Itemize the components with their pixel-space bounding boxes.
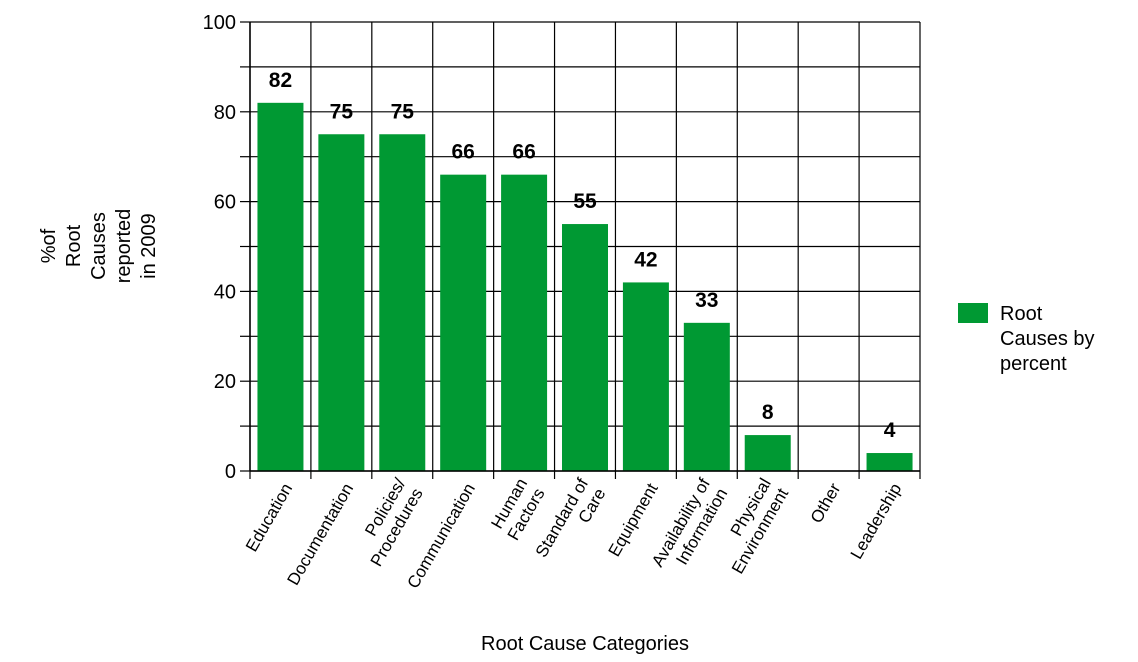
y-tick-label: 20 — [214, 371, 236, 393]
data-label: 75 — [391, 100, 415, 123]
x-tick-label: Documentation — [284, 480, 358, 589]
y-tick-label: 0 — [225, 461, 236, 483]
x-tick-label-line: Education — [242, 480, 296, 555]
bar — [744, 435, 791, 471]
data-label: 82 — [269, 69, 292, 92]
y-axis-title-line: Root — [63, 224, 85, 267]
y-axis-title-line: reported — [113, 209, 135, 284]
legend-label-line: Causes by — [1000, 328, 1095, 350]
data-label: 66 — [512, 141, 535, 164]
y-axis-title: %of Root Causes reported in 2009 — [38, 209, 160, 284]
axes — [240, 21, 921, 479]
legend: Root Causes by percent — [958, 303, 1095, 375]
x-axis-title: Root Cause Categories — [481, 633, 689, 655]
bar — [440, 174, 487, 471]
x-tick-label-line: Equipment — [605, 480, 662, 560]
bars — [257, 102, 913, 471]
bar — [501, 174, 548, 471]
x-tick-label: Education — [242, 480, 296, 555]
data-label: 55 — [573, 190, 597, 213]
data-label: 8 — [762, 401, 774, 424]
bar — [318, 134, 365, 471]
x-tick-label: Equipment — [605, 480, 662, 560]
x-tick-label: HumanFactors — [486, 475, 548, 544]
legend-label: Root Causes by percent — [1000, 303, 1095, 375]
x-tick-label-line: Documentation — [284, 480, 358, 589]
bar — [866, 453, 913, 471]
data-label: 75 — [330, 100, 354, 123]
x-tick-label: Policies/Procedures — [349, 475, 426, 570]
bar — [622, 282, 669, 471]
bar — [257, 102, 304, 471]
y-axis-title-line: in 2009 — [138, 213, 160, 279]
y-tick-label: 60 — [214, 192, 236, 214]
data-labels: 82 75 75 66 66 55 42 33 8 4 — [269, 69, 896, 442]
bar — [562, 224, 608, 471]
x-tick-label: Standard ofCare — [532, 475, 610, 571]
y-tick-label: 80 — [214, 102, 236, 124]
x-tick-label: Other — [807, 480, 845, 527]
legend-label-line: Root — [1000, 303, 1043, 325]
data-label: 66 — [452, 141, 475, 164]
x-tick-label-line: Other — [807, 480, 845, 527]
bar — [379, 134, 426, 471]
y-tick-label: 40 — [214, 281, 236, 303]
data-label: 42 — [634, 248, 657, 271]
y-axis-title-line: %of — [38, 228, 60, 263]
bar — [683, 322, 730, 471]
legend-swatch — [958, 303, 988, 323]
y-tick-label: 100 — [203, 12, 236, 34]
data-label: 33 — [695, 289, 718, 312]
y-tick-labels: 0 20 40 60 80 100 — [203, 12, 236, 483]
data-label: 4 — [884, 419, 896, 442]
x-tick-label: Leadership — [847, 480, 906, 562]
x-tick-label-line: Leadership — [847, 480, 906, 562]
legend-label-line: percent — [1000, 353, 1067, 375]
y-axis-title-line: Causes — [88, 212, 110, 280]
